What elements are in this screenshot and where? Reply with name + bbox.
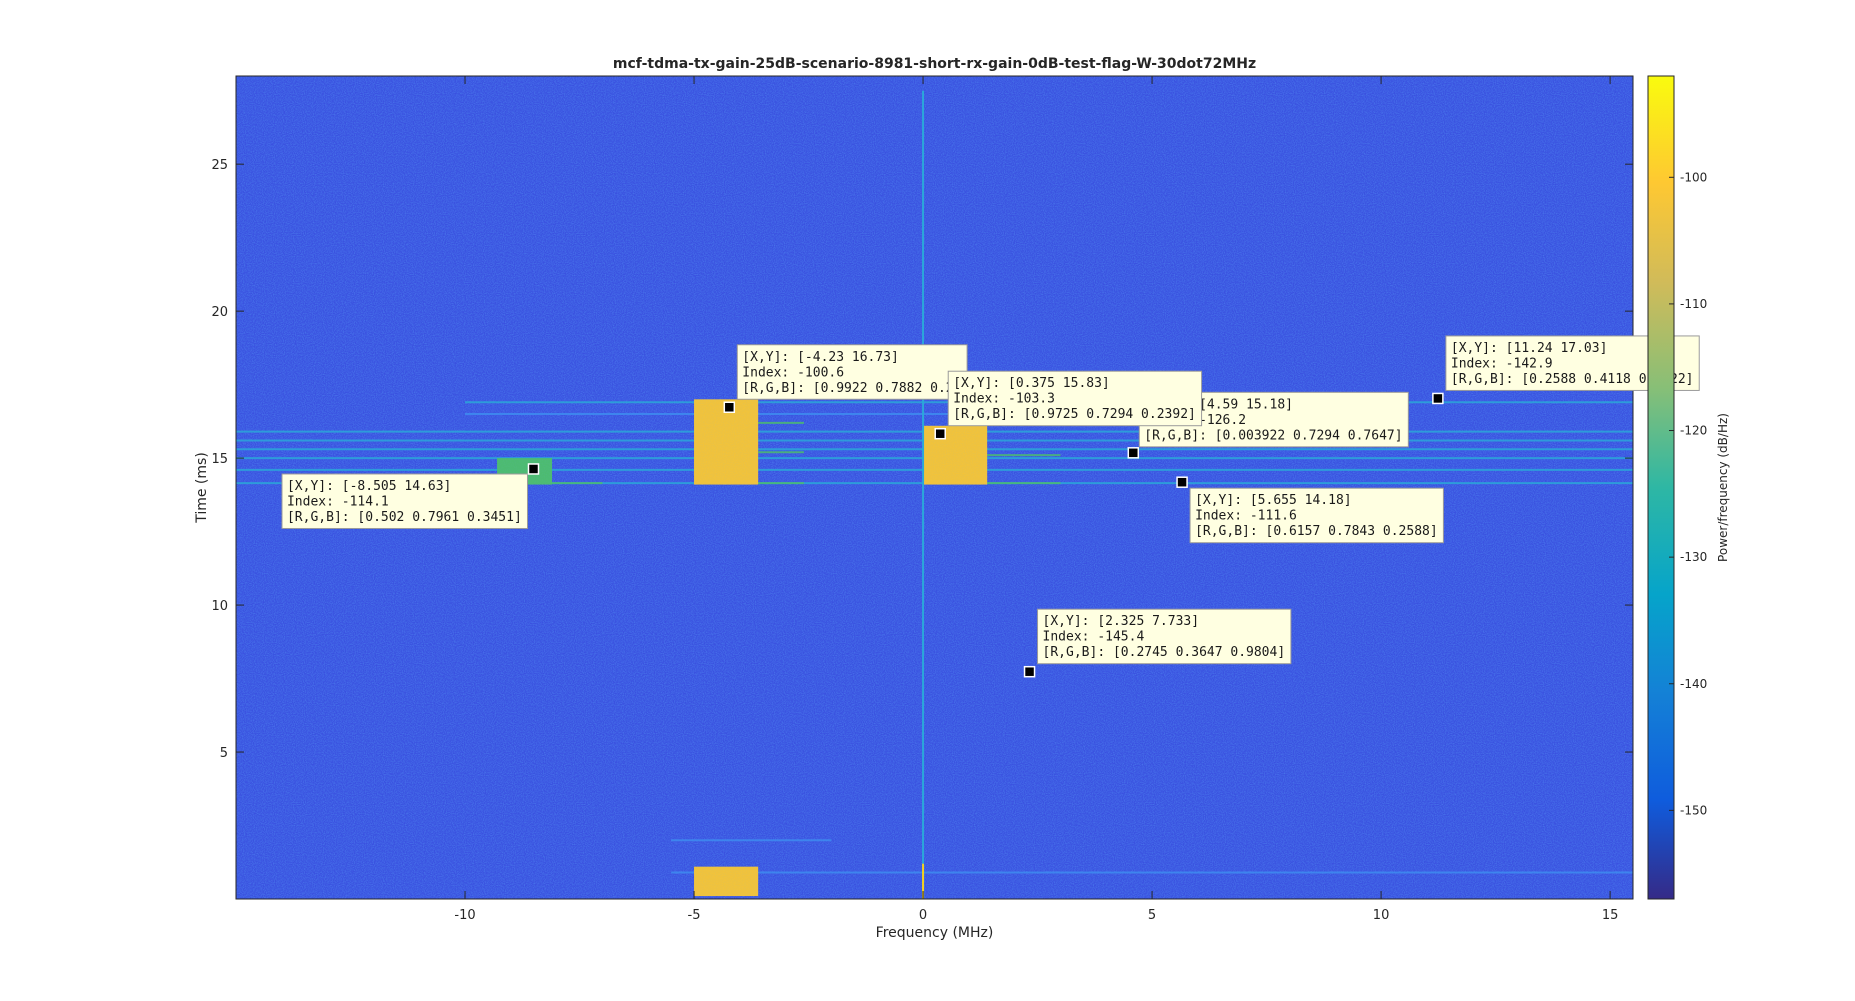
datatip-marker[interactable] bbox=[934, 427, 946, 440]
datatip-text: Index: -142.9 bbox=[1451, 356, 1553, 371]
datatip[interactable]: [X,Y]: [0.375 15.83]Index: -103.3[R,G,B]… bbox=[934, 370, 1203, 440]
datatip-text: [R,G,B]: [0.6157 0.7843 0.2588] bbox=[1195, 524, 1438, 539]
datatip-marker[interactable] bbox=[527, 463, 540, 475]
colorbar-tick-label: -110 bbox=[1680, 297, 1707, 311]
chart-title: mcf-tdma-tx-gain-25dB-scenario-8981-shor… bbox=[613, 56, 1256, 72]
datatip-box bbox=[947, 370, 1203, 427]
datatip-marker[interactable] bbox=[1176, 476, 1188, 488]
signal-burst-texture bbox=[694, 399, 759, 485]
colorbar[interactable]: -100 -110 -120 -130 -140 -150 bbox=[1647, 75, 1707, 900]
datatip-text: [X,Y]: [-8.505 14.63] bbox=[287, 479, 451, 494]
colorbar-label: Power/frequency (dB/Hz) bbox=[1716, 413, 1730, 562]
signal-burst-texture bbox=[923, 425, 988, 485]
colorbar-tick-label: -120 bbox=[1680, 424, 1707, 438]
plot-frame bbox=[235, 75, 1634, 900]
datatip[interactable]: [X,Y]: [-8.505 14.63]Index: -114.1[R,G,B… bbox=[281, 463, 540, 529]
plot-area bbox=[236, 76, 1633, 899]
colorbar-gradient[interactable] bbox=[1647, 75, 1675, 900]
colorbar-tick-label: -150 bbox=[1680, 803, 1707, 817]
datatip-text: Index: -111.6 bbox=[1195, 509, 1297, 524]
axes: -10 -5 0 5 10 15 5 10 15 20 25 bbox=[211, 75, 1634, 923]
datatip-text: [R,G,B]: [0.9922 0.7882 0.2] bbox=[742, 381, 961, 396]
y-tick-label: 20 bbox=[211, 305, 228, 320]
datatip-text: Index: -103.3 bbox=[953, 392, 1055, 407]
datatip-marker[interactable] bbox=[1127, 447, 1140, 459]
y-tick-label: 10 bbox=[211, 599, 228, 614]
y-tick-label: 5 bbox=[220, 746, 228, 761]
signal-burst-texture bbox=[694, 866, 759, 897]
x-tick-label: -10 bbox=[454, 908, 475, 923]
colorbar-tick-label: -140 bbox=[1680, 677, 1707, 691]
colorbar-tick-label: -100 bbox=[1680, 170, 1707, 184]
datatip[interactable]: [X,Y]: [2.325 7.733]Index: -145.4[R,G,B]… bbox=[1023, 608, 1292, 678]
datatip-text: [X,Y]: [-4.23 16.73] bbox=[742, 350, 899, 365]
datatip-box bbox=[281, 473, 528, 529]
datatip-box bbox=[1037, 608, 1292, 665]
datatip-text: Index: -145.4 bbox=[1043, 630, 1145, 645]
datatip-text: [X,Y]: [5.655 14.18] bbox=[1195, 493, 1352, 508]
colorbar-tick-label: -130 bbox=[1680, 550, 1707, 564]
x-tick-label: -5 bbox=[688, 908, 701, 923]
x-tick-label: 0 bbox=[919, 908, 927, 923]
datatip-text: [X,Y]: [2.325 7.733] bbox=[1043, 614, 1200, 629]
datatip-marker[interactable] bbox=[1023, 665, 1036, 678]
datatip-text: Index: -100.6 bbox=[742, 365, 844, 380]
datatip-marker[interactable] bbox=[723, 401, 736, 414]
datatip-text: [R,G,B]: [0.003922 0.7294 0.7647] bbox=[1144, 428, 1402, 443]
x-tick-label: 10 bbox=[1373, 908, 1390, 923]
datatip-box bbox=[1189, 487, 1444, 544]
datatip-box bbox=[736, 344, 968, 400]
x-axis-label: Frequency (MHz) bbox=[876, 925, 994, 941]
datatip-text: [X,Y]: [11.24 17.03] bbox=[1451, 341, 1608, 356]
datatip-text: [R,G,B]: [0.2588 0.4118 0.9922] bbox=[1451, 372, 1694, 387]
datatip-text: [X,Y]: [0.375 15.83] bbox=[953, 376, 1110, 391]
x-tick-label: 15 bbox=[1602, 908, 1619, 923]
datatip-text: [R,G,B]: [0.2745 0.3647 0.9804] bbox=[1043, 645, 1286, 660]
datatip-marker[interactable] bbox=[1432, 392, 1444, 405]
datatip-text: [R,G,B]: [0.9725 0.7294 0.2392] bbox=[953, 407, 1196, 422]
datatip[interactable]: [X,Y]: [-4.23 16.73]Index: -100.6[R,G,B]… bbox=[723, 344, 968, 414]
x-tick-label: 5 bbox=[1148, 908, 1156, 923]
y-tick-label: 25 bbox=[211, 158, 228, 173]
datatip[interactable]: [X,Y]: [5.655 14.18]Index: -111.6[R,G,B]… bbox=[1176, 476, 1444, 544]
y-tick-label: 15 bbox=[211, 452, 228, 467]
datatip-text: [R,G,B]: [0.502 0.7961 0.3451] bbox=[287, 510, 522, 525]
y-axis-label: Time (ms) bbox=[194, 452, 210, 524]
datatip-text: Index: -114.1 bbox=[287, 494, 389, 509]
